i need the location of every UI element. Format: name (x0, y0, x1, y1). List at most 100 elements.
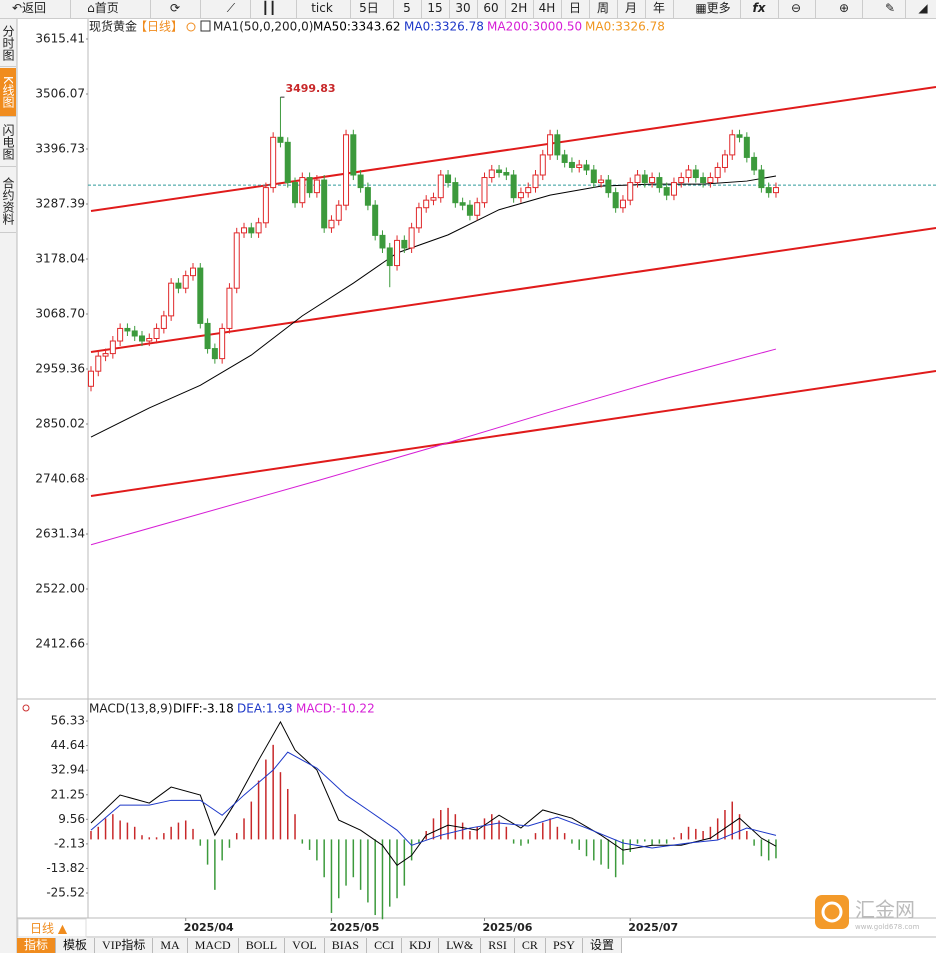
formula-button[interactable]: fx (752, 1, 766, 15)
candle-body (415, 207, 422, 229)
candle-body (95, 355, 102, 372)
period-button[interactable]: 2H (510, 1, 528, 15)
candle-body (612, 192, 619, 209)
trend-line (90, 86, 936, 213)
period-button[interactable]: 30 (455, 1, 471, 15)
legend-entry: MACD:-10.22 (296, 702, 375, 716)
candle-body (751, 156, 758, 171)
period-button[interactable]: tick (311, 1, 333, 15)
candle-body (510, 174, 517, 199)
indicator-tab[interactable]: MACD (187, 938, 239, 953)
candle-body (714, 166, 721, 179)
watermark-url: www.gold678.com (855, 923, 920, 931)
legend-entry: MA50:3343.62 (313, 20, 401, 34)
side-tab[interactable]: 闪电图 (0, 118, 16, 167)
indicator-tab[interactable]: LW& (439, 938, 482, 953)
indicator-label: MA1(50,0,200,0) (213, 20, 313, 34)
period-button[interactable]: 月 (624, 1, 637, 15)
toolbar-separator (449, 0, 450, 18)
candle-body (656, 177, 663, 189)
candle-body (649, 177, 656, 184)
candle-body (670, 182, 677, 196)
indicator-tab[interactable]: VOL (285, 938, 325, 953)
side-tab[interactable]: 分时图 (0, 20, 16, 67)
period-label: 【日线】 (135, 20, 183, 34)
period-button[interactable]: 5日 (359, 1, 379, 15)
candle-body (590, 169, 597, 184)
period-box[interactable] (17, 918, 87, 938)
candle-body (408, 227, 415, 249)
candle-body (561, 154, 568, 163)
back-button[interactable]: ↶返回 (11, 1, 47, 15)
indicator-tab[interactable]: KDJ (402, 938, 440, 953)
candle-body (131, 330, 138, 337)
period-button[interactable]: 4H (538, 1, 556, 15)
line-chart-button[interactable]: ⟋ (226, 1, 236, 15)
macd-line (90, 751, 777, 849)
indicator-tab[interactable]: RSI (481, 938, 515, 953)
period-selector[interactable]: 日线 ▲ (30, 922, 68, 936)
draw-button[interactable]: ✎ (884, 1, 896, 15)
home-button[interactable]: ⌂首页 (87, 1, 119, 15)
trend-line (90, 370, 936, 497)
refresh-button[interactable]: ⟳ (169, 1, 181, 15)
back-label[interactable]: 返回 (22, 1, 47, 15)
indicator-tab[interactable]: 模板 (56, 938, 96, 953)
candle-body (700, 177, 707, 184)
candle-body (539, 154, 546, 176)
y-tick-label: 2412.66 (35, 636, 85, 650)
candle-body (226, 287, 233, 329)
more-label[interactable]: 更多 (706, 1, 731, 15)
period-button[interactable]: 60 (483, 1, 499, 15)
candle-body (109, 340, 116, 355)
indicator-tab[interactable]: BOLL (238, 938, 286, 953)
candle-body (772, 187, 779, 194)
period-button[interactable]: 15 (427, 1, 443, 15)
toolbar-separator (150, 0, 151, 18)
indicator-tab[interactable]: CCI (367, 938, 403, 953)
x-tick-label: 2025/04 (184, 921, 234, 934)
chart-title: 现货黄金 (89, 19, 137, 34)
toolbar: ↶返回 ⌂首页 ⟳ ⟋ ┃┃ ▦更多 fx ⊖ ⊕ ✎ ◢ tick 5日 5 15 3… (0, 0, 936, 19)
side-tab[interactable]: K线图 (0, 68, 16, 117)
candle-chart-button[interactable]: ┃┃ (261, 1, 277, 15)
candle-body (583, 164, 590, 171)
candle-body (554, 134, 561, 156)
y-tick-label: 56.33 (51, 714, 85, 728)
period-button[interactable]: 年 (652, 1, 665, 15)
candle-body (299, 177, 306, 204)
zoom-in-button[interactable]: ⊕ (838, 1, 850, 15)
home-label[interactable]: 首页 (94, 1, 119, 15)
candle-body (685, 169, 692, 179)
candle-body (124, 327, 131, 332)
indicator-tab[interactable]: VIP指标 (95, 938, 154, 953)
period-button[interactable]: 日 (568, 1, 581, 15)
y-tick-label: 32.94 (51, 763, 85, 777)
candle-body (517, 192, 524, 199)
y-tick-label: 3178.04 (35, 252, 85, 266)
indicator-tab[interactable]: 指标 (17, 938, 57, 953)
indicator-tab[interactable]: CR (514, 938, 546, 953)
indicator-tab[interactable]: MA (153, 938, 188, 953)
indicator-tab[interactable]: 设置 (582, 938, 622, 953)
toolbar-separator (815, 0, 816, 18)
high-label: 3499.83 (285, 82, 335, 95)
indicator-icon[interactable] (200, 20, 211, 32)
candle-body (598, 179, 605, 184)
zoom-out-button[interactable]: ⊖ (790, 1, 802, 15)
side-tab[interactable]: 合约资料 (0, 170, 16, 233)
toolbar-separator (70, 0, 71, 18)
ruler-button[interactable]: ◢ (918, 1, 928, 15)
more-button[interactable]: ▦更多 (695, 1, 731, 15)
settings-icon[interactable] (186, 22, 196, 32)
candle-body (372, 204, 379, 236)
toolbar-separator (617, 0, 618, 18)
indicator-tab[interactable]: BIAS (324, 938, 368, 953)
period-button[interactable]: 周 (596, 1, 609, 15)
period-button[interactable]: 5 (403, 1, 411, 15)
candle-body (386, 247, 393, 267)
indicator-tab[interactable]: PSY (545, 938, 583, 953)
legend-entry: MA0:3326.78 (585, 20, 665, 34)
macd-icon[interactable] (22, 704, 30, 712)
